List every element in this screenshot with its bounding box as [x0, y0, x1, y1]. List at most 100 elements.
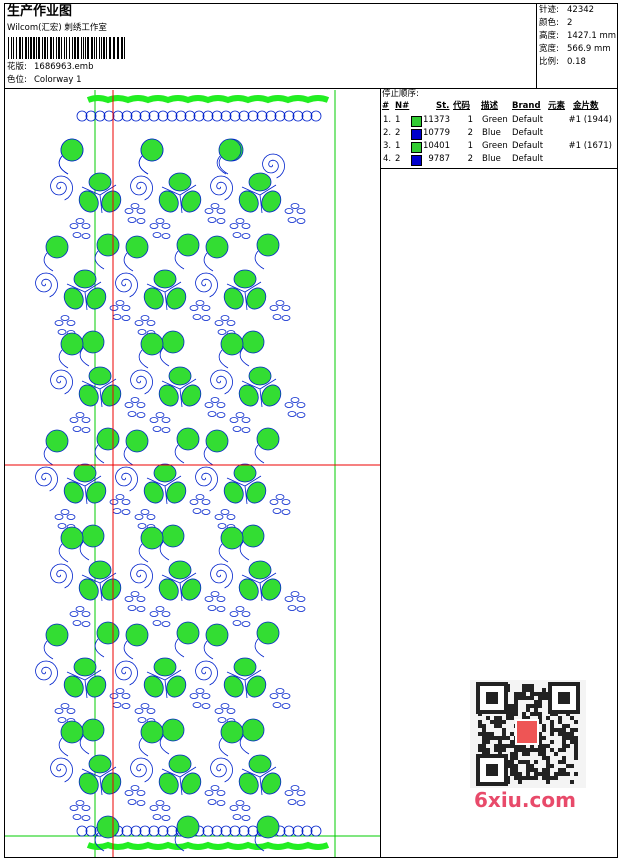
stem	[123, 640, 134, 660]
sprig-leaf	[241, 417, 251, 423]
sprig-leaf	[109, 693, 119, 699]
qr-cell	[574, 748, 578, 752]
sprig-leaf	[216, 800, 226, 806]
stat-label: 宽度:	[539, 44, 559, 54]
sprig-leaf	[57, 717, 67, 723]
sprig-leaf	[269, 693, 279, 699]
border-bead	[175, 110, 187, 122]
qr-cell	[570, 764, 574, 768]
bar	[38, 37, 40, 59]
sprig-leaf	[109, 305, 119, 311]
border-bead	[148, 110, 160, 122]
bar	[81, 37, 82, 59]
qr-cell	[522, 776, 526, 780]
sprig-leaf	[72, 426, 82, 432]
sprig-leaf	[140, 315, 150, 321]
qr-cell	[538, 696, 542, 700]
bar	[47, 37, 48, 59]
leaf	[86, 481, 107, 504]
qr-cell	[550, 720, 554, 724]
vein	[161, 572, 197, 602]
leaf	[63, 287, 84, 310]
border-bead	[94, 110, 106, 122]
qr-cell	[526, 772, 530, 776]
border-bead	[148, 825, 160, 837]
qr-cell	[522, 692, 526, 696]
stat-label: 针迹:	[539, 5, 559, 15]
qr-cell	[550, 728, 554, 732]
title: 生产作业图	[7, 4, 73, 19]
qr-cell	[482, 728, 486, 732]
blob	[220, 526, 244, 550]
sprig-leaf	[124, 208, 134, 214]
qr-cell	[554, 728, 558, 732]
sprig-leaf	[121, 305, 131, 311]
qr-cell	[526, 764, 530, 768]
sprig-leaf	[296, 596, 306, 602]
sprig-leaf	[232, 232, 242, 238]
qr-cell	[514, 748, 518, 752]
qr-cell	[482, 736, 486, 740]
qr-cell	[510, 760, 514, 764]
blob	[241, 524, 265, 548]
qr-cell	[574, 744, 578, 748]
leaf	[248, 366, 272, 386]
stem	[218, 155, 229, 175]
stem	[218, 737, 229, 757]
column-header: 描述	[481, 101, 499, 111]
sprig-leaf	[149, 805, 159, 811]
design-value: 1686963.emb	[34, 62, 94, 72]
bar	[13, 37, 14, 59]
bar	[61, 37, 62, 59]
qr-cell	[518, 776, 522, 780]
qr-cell	[502, 732, 506, 736]
spiral	[35, 660, 59, 686]
cell-code: 2	[467, 128, 473, 138]
qr-cell	[514, 764, 518, 768]
sprig-leaf	[216, 208, 226, 214]
sprig-leaf	[226, 320, 236, 326]
qr-cell	[558, 720, 562, 724]
spiral	[115, 272, 139, 298]
bar	[64, 37, 65, 59]
leaf	[261, 190, 282, 213]
spiral	[50, 369, 74, 395]
leaf	[86, 287, 107, 310]
sprig-leaf	[241, 427, 251, 433]
bar	[94, 37, 95, 59]
qr-finder-dot	[486, 764, 498, 776]
vein	[66, 475, 102, 505]
stem	[174, 444, 185, 464]
leaf	[78, 772, 99, 795]
bar	[103, 37, 105, 59]
leaf	[168, 366, 192, 386]
sprig-leaf	[81, 427, 91, 433]
sprig-leaf	[216, 412, 226, 418]
leaf	[181, 190, 202, 213]
border-bead	[76, 825, 88, 837]
sprig-leaf	[296, 402, 306, 408]
vein	[161, 184, 197, 214]
color-swatch	[411, 155, 422, 166]
sprig-leaf	[130, 203, 140, 209]
leaf	[158, 772, 179, 795]
blob	[161, 718, 185, 742]
stem	[43, 446, 54, 466]
cell-sequins: #1 (1944)	[568, 115, 613, 125]
qr-cell	[542, 776, 546, 780]
stem	[203, 640, 214, 660]
qr-cell	[522, 684, 526, 688]
qr-cell	[570, 780, 574, 784]
bar	[106, 37, 107, 59]
sprig-leaf	[109, 499, 119, 505]
qr-cell	[506, 744, 510, 748]
qr-cell	[530, 744, 534, 748]
qr-cell	[514, 708, 518, 712]
qr-cell	[562, 728, 566, 732]
sprig-leaf	[140, 509, 150, 515]
stem	[218, 543, 229, 563]
qr-cell	[562, 756, 566, 760]
leaf	[63, 675, 84, 698]
sprig-leaf	[161, 815, 171, 821]
